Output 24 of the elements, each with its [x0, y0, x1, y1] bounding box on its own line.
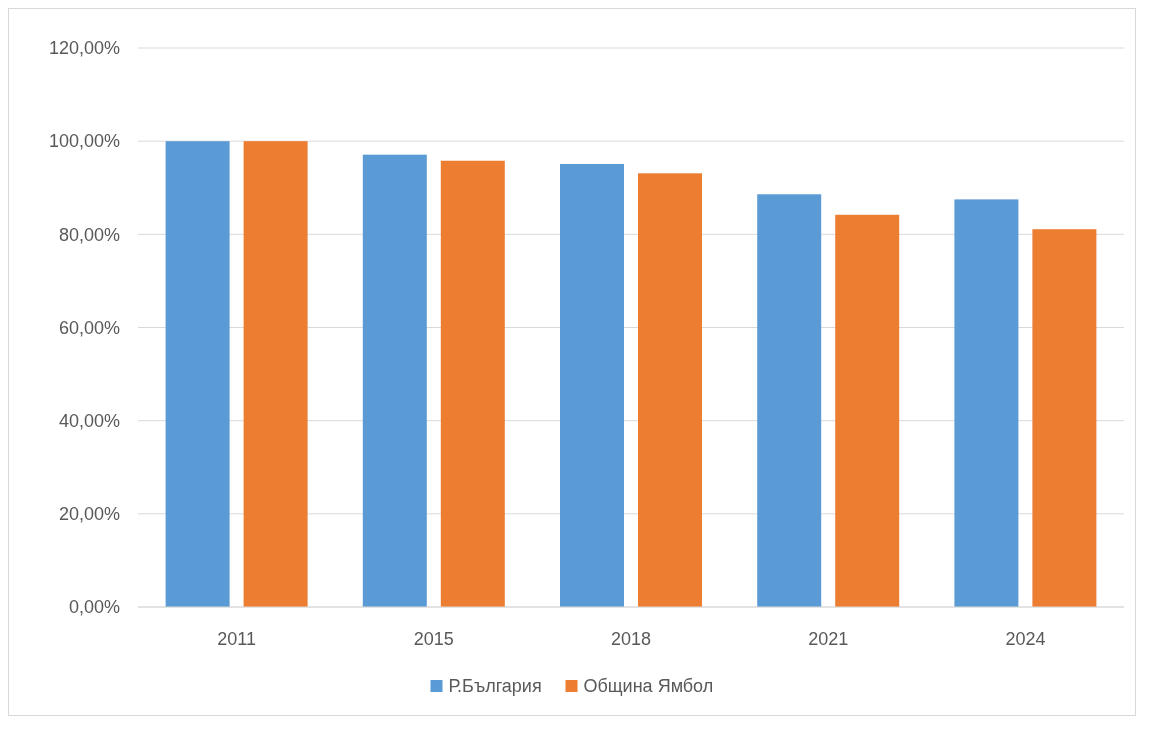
bar — [638, 173, 702, 607]
y-tick-label: 20,00% — [58, 504, 120, 525]
bar — [954, 199, 1019, 607]
bar — [362, 154, 427, 607]
x-tick-label: 2024 — [1005, 629, 1046, 649]
x-tick-label: 2015 — [413, 629, 454, 649]
y-tick-label: 40,00% — [58, 410, 120, 431]
y-tick-label: 100,00% — [48, 131, 120, 152]
y-tick-label: 120,00% — [48, 38, 120, 59]
legend-label: Община Ямбол — [583, 676, 714, 697]
bar — [560, 163, 624, 607]
bar — [1032, 229, 1097, 607]
legend-label: Р.България — [448, 676, 542, 697]
x-tick-label: 2021 — [808, 629, 849, 649]
y-tick-label: 0,00% — [68, 597, 120, 618]
x-tick-label: 2018 — [610, 629, 652, 649]
y-tick-label: 80,00% — [58, 224, 120, 245]
bar — [757, 194, 822, 607]
bar — [243, 141, 308, 607]
bar — [835, 214, 900, 607]
bar — [165, 141, 230, 607]
x-tick-label: 2011 — [217, 629, 256, 649]
y-tick-label: 60,00% — [58, 317, 120, 338]
bar — [440, 160, 505, 607]
